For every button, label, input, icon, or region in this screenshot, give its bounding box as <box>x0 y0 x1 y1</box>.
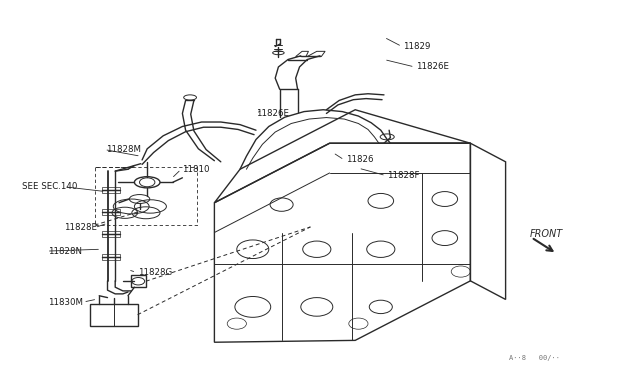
Text: 11828M: 11828M <box>106 145 141 154</box>
Text: 11828E: 11828E <box>64 223 97 232</box>
Text: 11826E: 11826E <box>416 62 449 71</box>
Bar <box>102 187 120 193</box>
Text: 11828G: 11828G <box>138 268 172 277</box>
Text: 11810: 11810 <box>182 165 210 174</box>
Bar <box>102 231 120 237</box>
Text: 11828N: 11828N <box>48 247 82 256</box>
Text: 11830M: 11830M <box>48 298 83 307</box>
Text: 11826E: 11826E <box>256 109 289 118</box>
Bar <box>102 209 120 215</box>
Text: 11826: 11826 <box>346 155 373 164</box>
Text: FRONT: FRONT <box>530 230 563 239</box>
Bar <box>102 254 120 260</box>
Text: A··8   00/··: A··8 00/·· <box>509 355 560 361</box>
Text: SEE SEC.140: SEE SEC.140 <box>22 182 78 191</box>
Bar <box>95 167 197 225</box>
Text: 11828F: 11828F <box>387 171 420 180</box>
Text: 11829: 11829 <box>403 42 431 51</box>
